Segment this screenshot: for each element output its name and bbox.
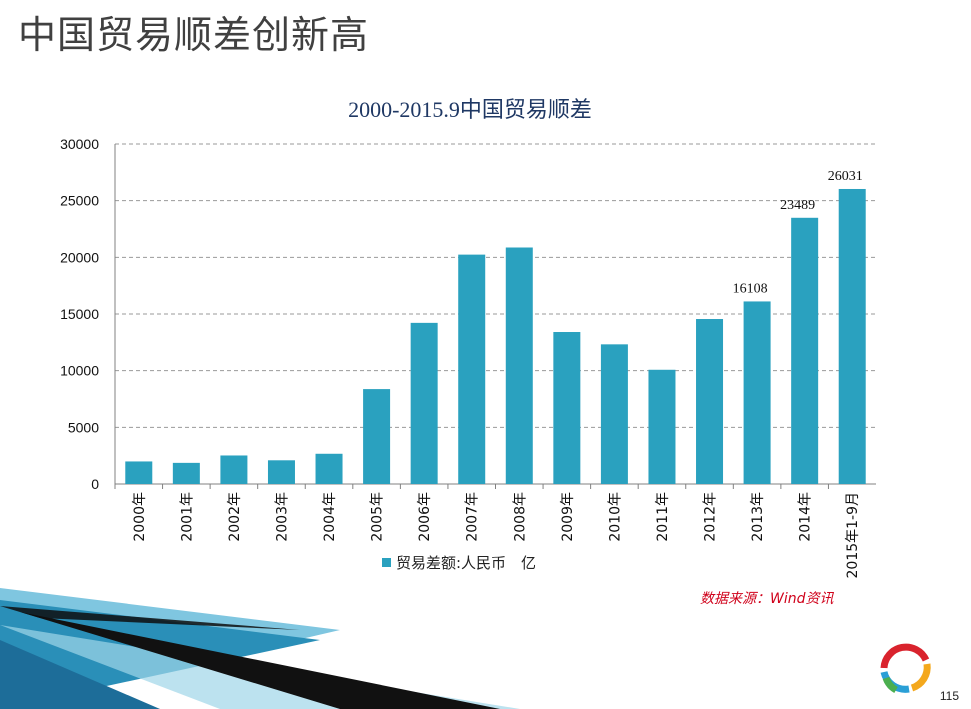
data-label: 23489 [780, 198, 815, 213]
bar [267, 460, 295, 484]
decor-band-black-thin [0, 606, 300, 630]
logo-icon [880, 643, 931, 694]
chart-legend: 贸易差额:人民币 亿 [382, 552, 536, 573]
x-tick-label: 2014年 [798, 492, 814, 542]
page-number: 115 [939, 689, 959, 703]
x-tick-label: 2008年 [512, 492, 528, 542]
chart-title: 2000-2015.9中国贸易顺差 [348, 97, 592, 122]
legend-swatch [382, 558, 391, 567]
bar [600, 344, 628, 484]
bar [410, 322, 438, 484]
x-tick-label: 2004年 [322, 492, 338, 542]
bar [743, 301, 771, 484]
x-tick-label: 2005年 [370, 492, 386, 542]
y-tick-label: 20000 [60, 249, 99, 265]
bar [696, 319, 724, 484]
bar [838, 188, 866, 484]
x-tick-label: 2001年 [179, 492, 195, 542]
decor-band-black [20, 612, 500, 709]
slide-title: 中国贸易顺差创新高 [18, 13, 370, 57]
bar [220, 455, 248, 484]
x-tick-label: 2011年 [655, 492, 671, 542]
x-tick-label: 2009年 [560, 492, 576, 542]
bar [791, 217, 819, 485]
legend-label: 贸易差额:人民币 亿 [396, 554, 537, 572]
bar [315, 453, 343, 484]
x-tick-label: 2007年 [465, 492, 481, 542]
x-tick-label: 2012年 [703, 492, 719, 542]
bar [363, 389, 391, 484]
y-tick-label: 0 [91, 476, 99, 492]
y-tick-label: 10000 [60, 363, 99, 379]
x-tick-label: 2002年 [227, 492, 243, 542]
bar [553, 332, 581, 484]
y-tick-label: 5000 [68, 419, 99, 435]
data-label: 26031 [828, 169, 863, 184]
data-source-note: 数据来源：Wind资讯 [700, 591, 834, 607]
x-tick-label: 2013年 [750, 492, 766, 542]
bar [125, 461, 153, 484]
bar [172, 462, 200, 484]
data-label: 16108 [733, 281, 768, 296]
x-tick-label: 2010年 [607, 492, 623, 542]
y-tick-label: 15000 [60, 306, 99, 322]
bar [648, 369, 676, 484]
bar [505, 247, 533, 484]
x-tick-label: 2000年 [132, 492, 148, 542]
x-tick-label: 2015年1-9月 [845, 492, 861, 579]
y-tick-label: 25000 [60, 193, 99, 209]
x-tick-label: 2006年 [417, 492, 433, 542]
decor-band-dark [0, 640, 160, 709]
bar [458, 254, 486, 484]
x-tick-label: 2003年 [274, 492, 290, 542]
y-tick-label: 30000 [60, 136, 99, 152]
